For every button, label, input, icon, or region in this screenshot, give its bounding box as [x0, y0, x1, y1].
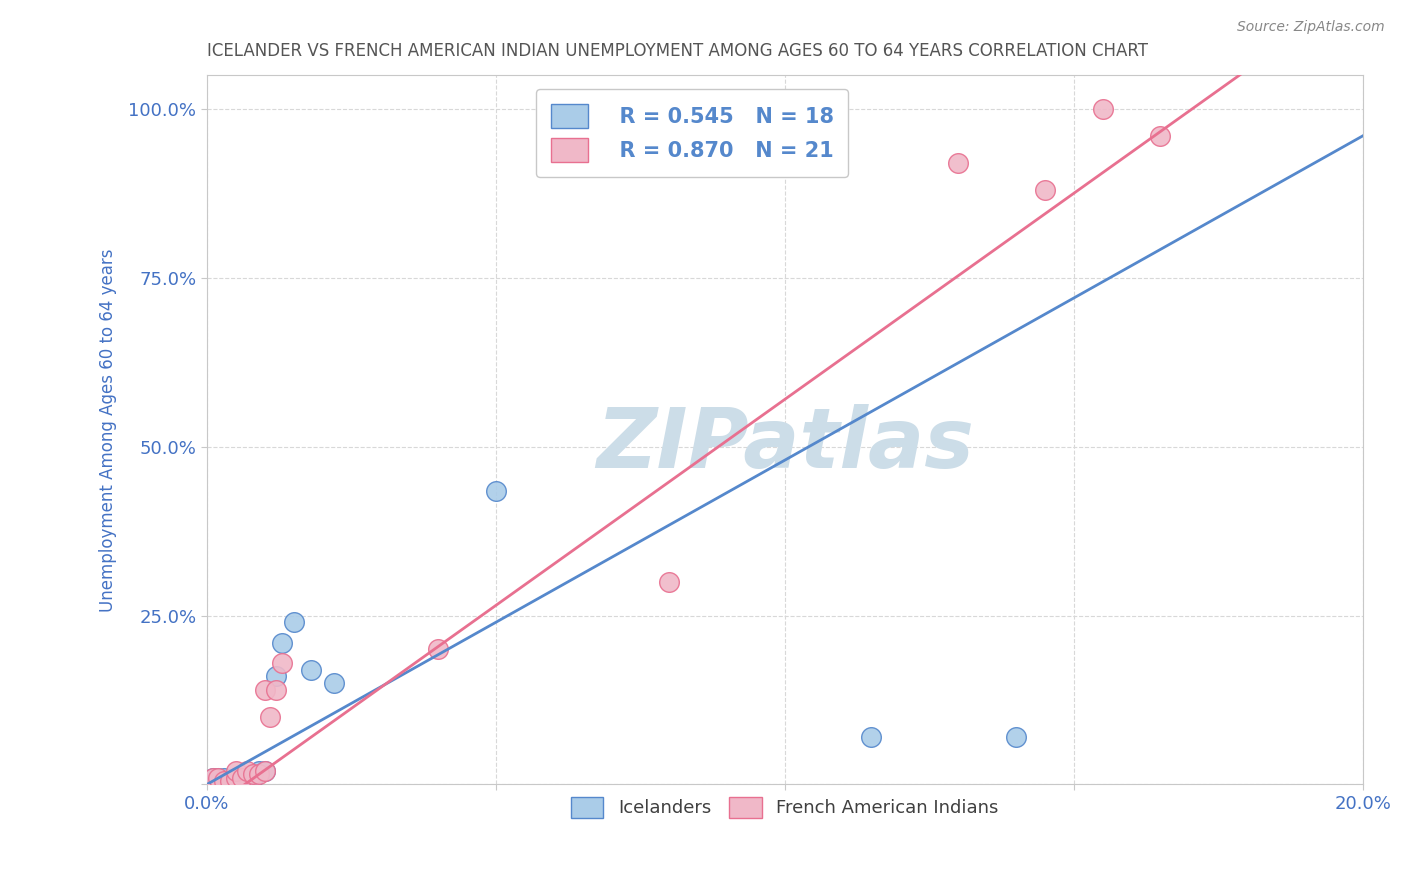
Point: [253, 764, 276, 778]
Point: [201, 771, 224, 785]
Point: [242, 771, 264, 785]
Point: [1033, 183, 1056, 197]
Point: [219, 774, 242, 789]
Point: [212, 774, 235, 789]
Text: ZIPatlas: ZIPatlas: [596, 403, 974, 484]
Point: [271, 656, 294, 670]
Point: [485, 483, 508, 498]
Text: Source: ZipAtlas.com: Source: ZipAtlas.com: [1237, 20, 1385, 34]
Point: [253, 682, 276, 697]
Point: [1091, 102, 1114, 116]
Point: [946, 156, 969, 170]
Point: [219, 774, 242, 789]
Point: [1005, 730, 1028, 744]
Point: [259, 710, 281, 724]
Point: [225, 771, 247, 785]
Point: [247, 764, 270, 778]
Point: [658, 574, 681, 589]
Point: [236, 764, 259, 778]
Point: [231, 771, 253, 785]
Point: [236, 774, 259, 789]
Point: [231, 771, 253, 785]
Point: [225, 764, 247, 778]
Point: [283, 615, 305, 630]
Point: [247, 767, 270, 781]
Point: [207, 771, 229, 785]
Point: [860, 730, 883, 744]
Point: [1149, 128, 1171, 143]
Point: [201, 771, 224, 785]
Point: [225, 771, 247, 785]
Point: [253, 764, 276, 778]
Point: [242, 767, 264, 781]
Point: [264, 669, 287, 683]
Legend: Icelanders, French American Indians: Icelanders, French American Indians: [564, 789, 1005, 825]
Point: [264, 682, 287, 697]
Point: [212, 771, 235, 785]
Point: [299, 663, 322, 677]
Point: [323, 676, 346, 690]
Point: [427, 642, 450, 657]
Point: [207, 771, 229, 785]
Y-axis label: Unemployment Among Ages 60 to 64 years: Unemployment Among Ages 60 to 64 years: [100, 248, 117, 612]
Point: [271, 635, 294, 649]
Text: ICELANDER VS FRENCH AMERICAN INDIAN UNEMPLOYMENT AMONG AGES 60 TO 64 YEARS CORRE: ICELANDER VS FRENCH AMERICAN INDIAN UNEM…: [207, 42, 1147, 60]
